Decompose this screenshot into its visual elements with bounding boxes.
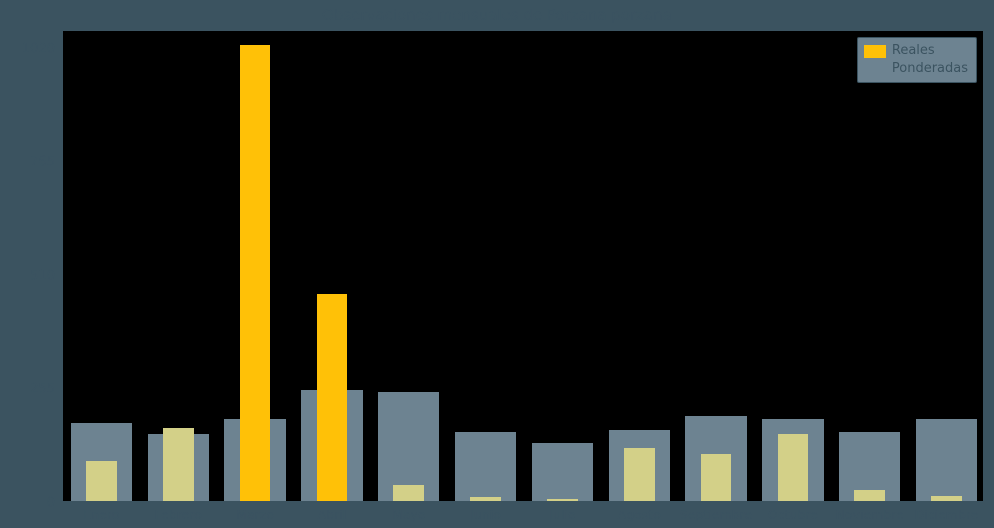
legend-swatch bbox=[864, 63, 886, 76]
y-tick-mark bbox=[59, 49, 63, 50]
y-tick-mark bbox=[59, 276, 63, 277]
bar-reales bbox=[778, 434, 809, 501]
bar-reales bbox=[317, 294, 348, 501]
plot-area: 02555107651020 EneroFebreroMarzoAbrilMay… bbox=[62, 30, 984, 502]
x-tick-mark bbox=[486, 501, 487, 505]
x-tick-mark bbox=[793, 501, 794, 505]
bar-reales bbox=[240, 45, 271, 501]
bar-reales bbox=[163, 428, 194, 501]
x-tick-mark bbox=[716, 501, 717, 505]
bar-reales bbox=[931, 496, 962, 501]
bar-reales bbox=[393, 485, 424, 501]
bar-reales bbox=[624, 448, 655, 501]
bars-layer bbox=[63, 31, 983, 501]
bar-reales bbox=[470, 497, 501, 501]
x-tick-mark bbox=[332, 501, 333, 505]
bar-reales bbox=[701, 454, 732, 501]
bar-reales bbox=[854, 490, 885, 501]
chart-title: Observaciones mensuales de Porzana porza… bbox=[0, 6, 994, 24]
y-tick-mark bbox=[59, 389, 63, 390]
bar-ponderadas bbox=[916, 419, 977, 501]
bar-ponderadas bbox=[455, 432, 516, 501]
bar-ponderadas bbox=[532, 443, 593, 501]
legend-label: Reales bbox=[892, 42, 935, 60]
x-tick-mark bbox=[947, 501, 948, 505]
bar-reales bbox=[86, 461, 117, 501]
y-tick-mark bbox=[59, 162, 63, 163]
x-tick-mark bbox=[255, 501, 256, 505]
x-tick-mark bbox=[178, 501, 179, 505]
x-tick-mark bbox=[562, 501, 563, 505]
legend-item-reales: Reales bbox=[864, 42, 968, 60]
x-tick-mark bbox=[101, 501, 102, 505]
y-tick-label: 1020 bbox=[22, 41, 63, 56]
legend-swatch bbox=[864, 45, 886, 58]
x-tick-mark bbox=[870, 501, 871, 505]
legend-label: Ponderadas bbox=[892, 60, 968, 78]
y-tick-mark bbox=[59, 503, 63, 504]
legend: RealesPonderadas bbox=[857, 37, 977, 83]
legend-item-ponderadas: Ponderadas bbox=[864, 60, 968, 78]
x-tick-mark bbox=[639, 501, 640, 505]
x-tick-mark bbox=[409, 501, 410, 505]
bar-reales bbox=[547, 499, 578, 501]
